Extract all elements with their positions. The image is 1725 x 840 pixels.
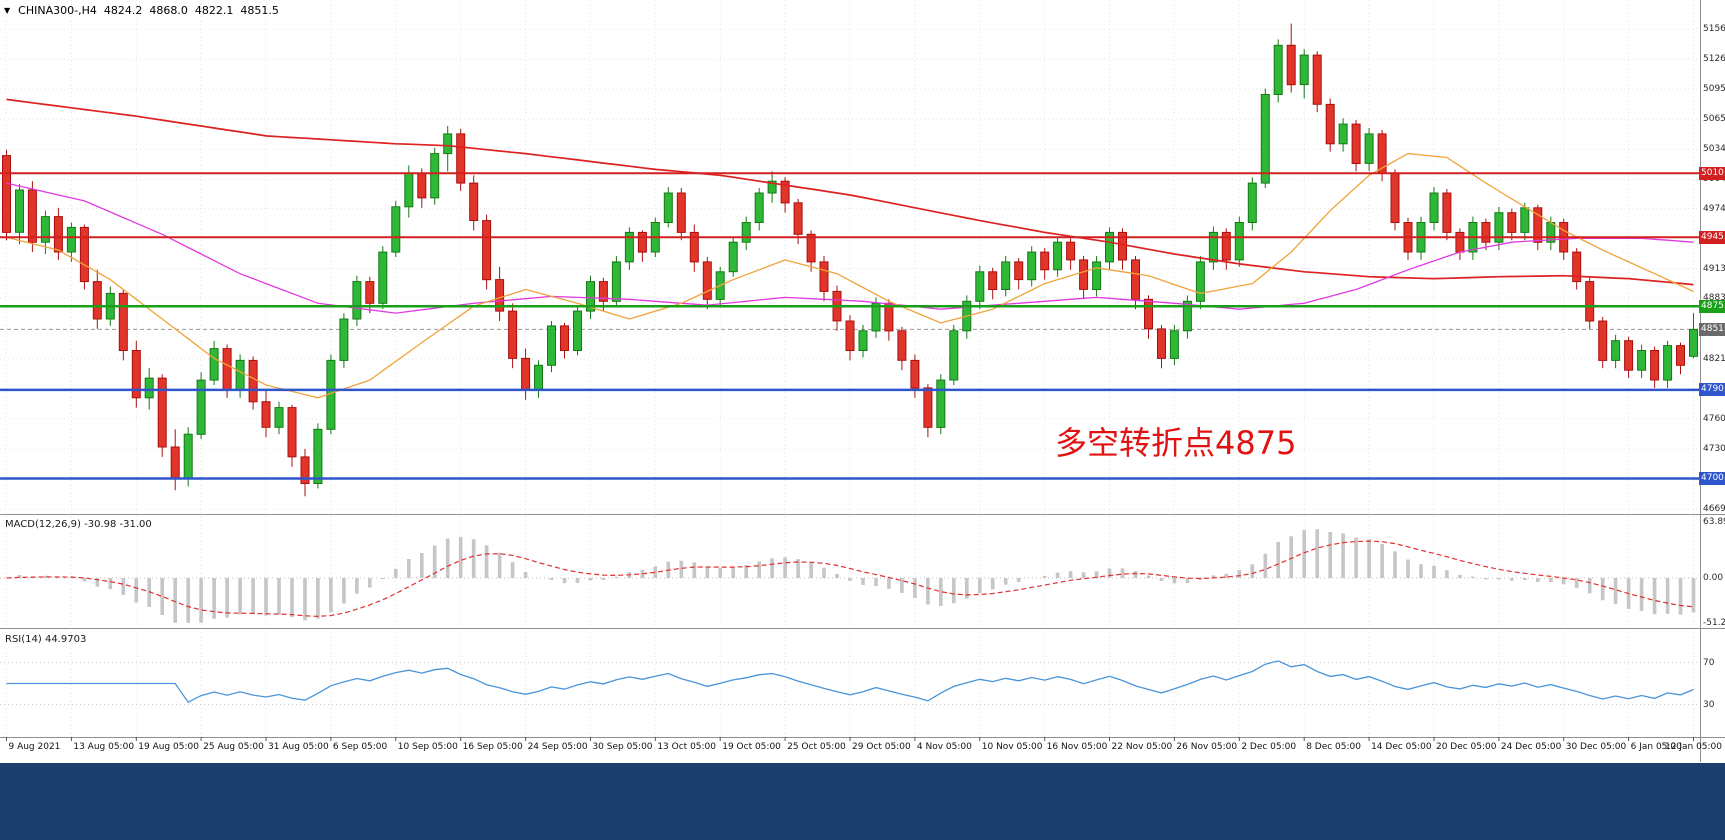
plot-area [0, 0, 1700, 737]
time-tick-label: 25 Oct 05:00 [787, 742, 846, 752]
time-tick-label: 13 Oct 05:00 [657, 742, 716, 752]
pivot-annotation[interactable]: 多空转折点4875 [1055, 424, 1297, 462]
time-tick-label: 29 Oct 05:00 [852, 742, 911, 752]
high-value: 4868.0 [149, 4, 188, 17]
time-tick-label: 10 Sep 05:00 [397, 742, 458, 752]
low-value: 4822.1 [194, 4, 234, 17]
macd-histogram [17, 529, 1696, 623]
price-tag[interactable]: 5010.0 [1699, 166, 1725, 180]
time-tick-label: 8 Dec 05:00 [1306, 742, 1361, 752]
symbol-label: CHINA300-,H4 [18, 4, 97, 17]
ohlc-info: ▼ CHINA300-,H4 4824.2 4868.0 4822.1 4851… [4, 4, 279, 17]
rsi-indicator-label: RSI(14) 44.9703 [5, 634, 87, 645]
chart-shift-icon: ▼ [4, 5, 11, 15]
price-tick-label: 4821.5 [1703, 353, 1725, 364]
ma-mid-magenta [6, 182, 1694, 314]
price-tag[interactable]: 4790.0 [1699, 383, 1725, 397]
price-tick-label: 4883.5 [1703, 292, 1725, 303]
time-tick-label: 12 Jan 05:00 [1665, 742, 1722, 752]
time-tick-label: 6 Sep 05:00 [332, 742, 388, 752]
time-tick-label: 13 Aug 05:00 [73, 742, 135, 752]
price-tick-label: 5095.5 [1703, 84, 1725, 95]
time-tick-label: 22 Nov 05:00 [1111, 742, 1173, 752]
bottom-panel [0, 763, 1725, 840]
time-tick-label: 20 Dec 05:00 [1435, 742, 1497, 752]
macd-indicator-label: MACD(12,26,9) -30.98 -31.00 [5, 519, 152, 530]
time-tick-label: 16 Sep 05:00 [462, 742, 523, 752]
price-tag[interactable]: 4851.5 [1699, 322, 1725, 336]
price-tick-label: 4974.0 [1703, 203, 1725, 214]
macd-signal-line [6, 540, 1694, 618]
time-tick-label: 26 Nov 05:00 [1176, 742, 1238, 752]
price-tag[interactable]: 4875.0 [1699, 299, 1725, 313]
price-tag[interactable]: 4700.0 [1699, 472, 1725, 486]
time-tick-label: 10 Nov 05:00 [981, 742, 1043, 752]
macd-axis-label: -51.26 [1703, 617, 1725, 628]
rsi-line [6, 660, 1694, 704]
price-tick-label: 5065.0 [1703, 114, 1725, 125]
time-tick-label: 30 Sep 05:00 [592, 742, 653, 752]
time-tick-label: 30 Dec 05:00 [1565, 742, 1627, 752]
price-tick-label: 4730.0 [1703, 443, 1725, 454]
time-tick-label: 9 Aug 2021 [8, 742, 61, 752]
price-tick-label: 4760.5 [1703, 413, 1725, 424]
open-value: 4824.2 [103, 4, 143, 17]
ma-fast-orange [6, 152, 1694, 399]
macd-axis-label: 63.89 [1703, 517, 1725, 528]
time-tick-label: 25 Aug 05:00 [203, 742, 264, 752]
time-tick-label: 19 Oct 05:00 [722, 742, 781, 752]
time-tick-label: 19 Aug 05:00 [138, 742, 199, 752]
price-tick-label: 5034.5 [1703, 144, 1725, 155]
macd-axis-label: 0.00 [1703, 573, 1724, 583]
price-tick-label: 4669.0 [1703, 504, 1725, 515]
price-tick-label: 4913.0 [1703, 263, 1725, 274]
price-tick-label: 5156.5 [1703, 24, 1725, 35]
time-tick-label: 24 Sep 05:00 [527, 742, 588, 752]
chart-canvas[interactable] [0, 0, 1725, 762]
price-tick-label: 5126.0 [1703, 54, 1725, 65]
time-tick-label: 31 Aug 05:00 [268, 742, 329, 752]
price-tag[interactable]: 4945.0 [1699, 230, 1725, 244]
time-tick-label: 4 Nov 05:00 [916, 742, 972, 752]
time-tick-label: 24 Dec 05:00 [1500, 742, 1562, 752]
close-value: 4851.5 [240, 4, 279, 17]
rsi-axis-label: 70 [1703, 657, 1715, 668]
rsi-axis-label: 30 [1703, 699, 1715, 710]
ma-slow-red [6, 98, 1694, 286]
time-tick-label: 6 Jan 05:00 [1630, 742, 1682, 752]
candles [2, 23, 1698, 497]
time-tick-label: 2 Dec 05:00 [1241, 742, 1297, 752]
time-tick-label: 16 Nov 05:00 [1046, 742, 1108, 752]
time-tick-label: 14 Dec 05:00 [1371, 742, 1432, 752]
